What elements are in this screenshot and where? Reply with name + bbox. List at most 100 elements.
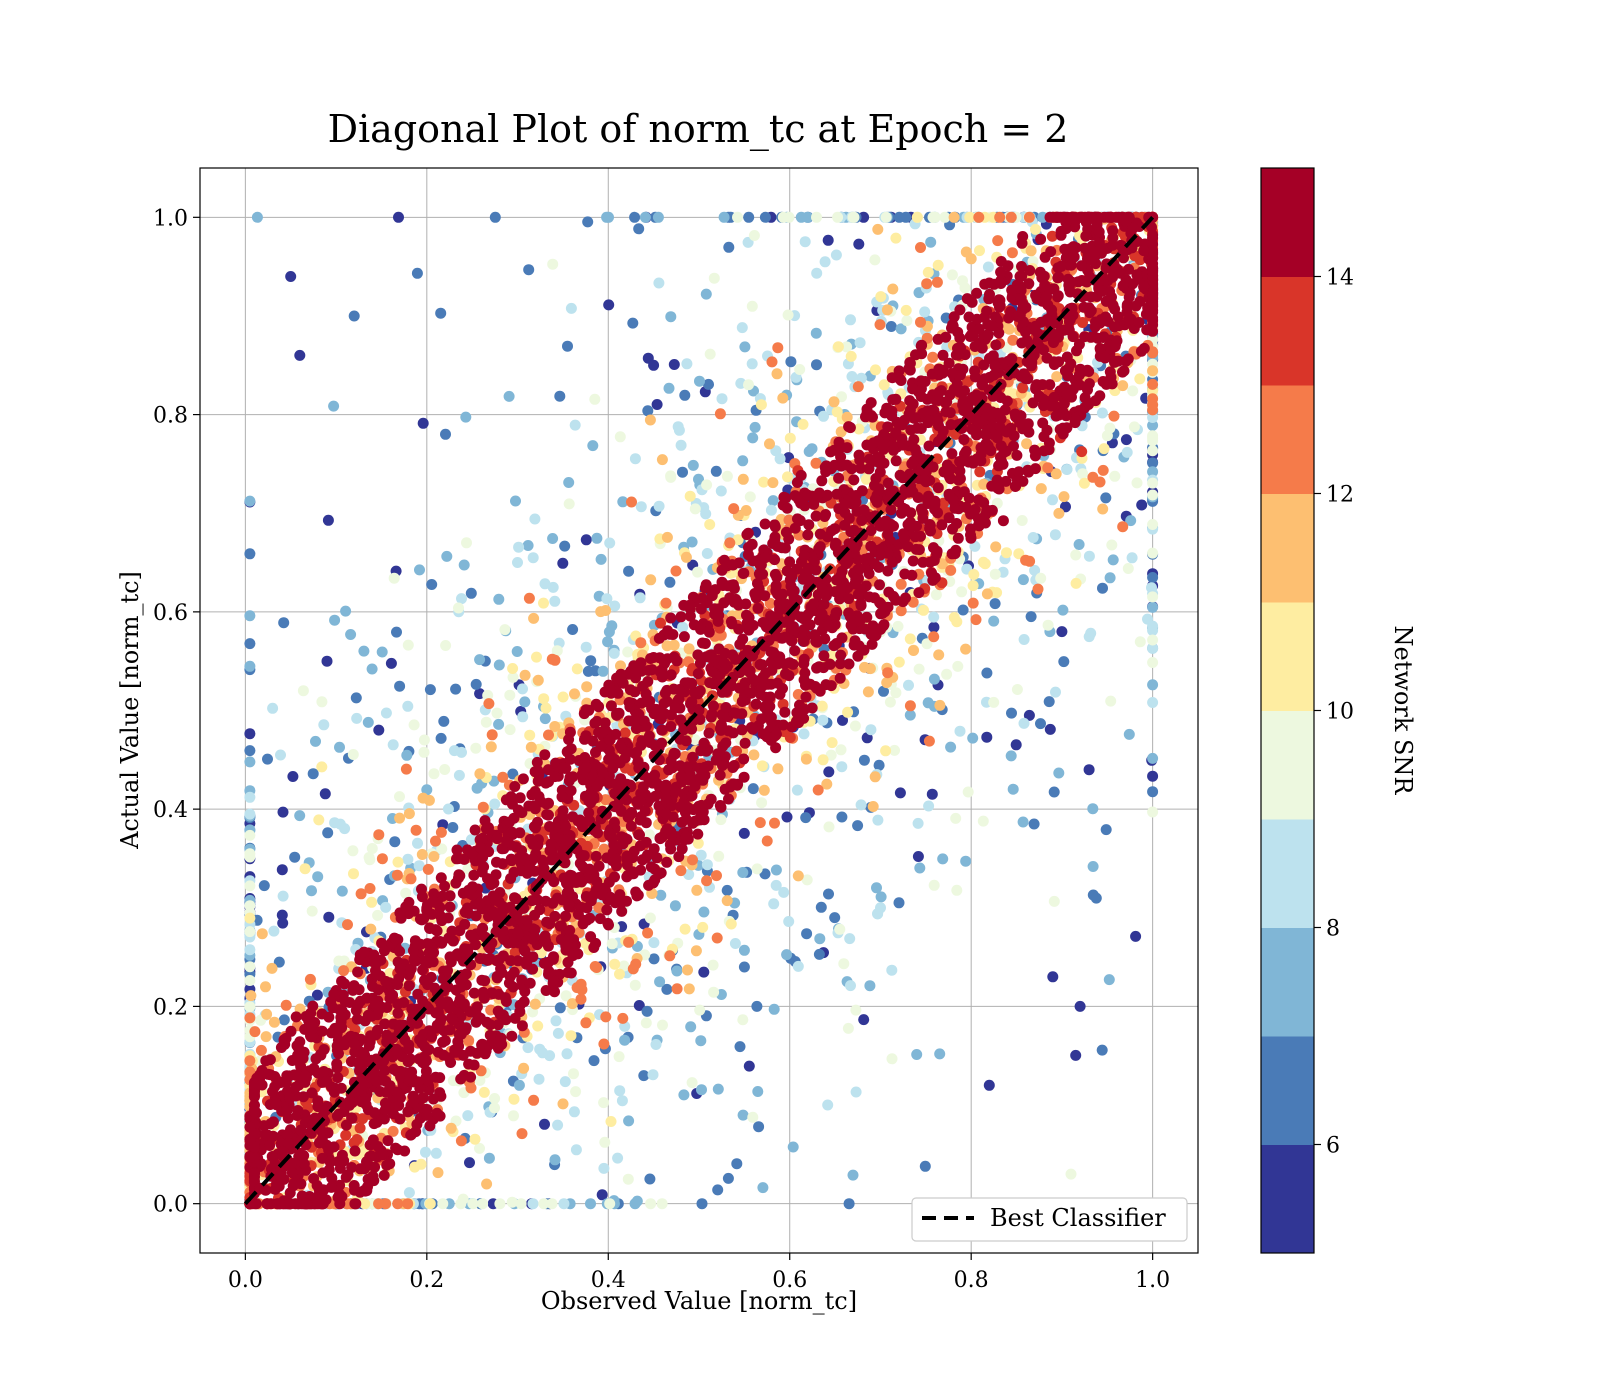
- data-point: [244, 926, 256, 938]
- data-point: [402, 639, 414, 651]
- data-point: [867, 801, 879, 812]
- data-point: [862, 686, 874, 698]
- data-point: [932, 259, 944, 271]
- data-point: [1147, 679, 1159, 691]
- data-point: [1046, 230, 1058, 242]
- data-point: [328, 400, 340, 412]
- data-point: [1147, 445, 1159, 457]
- data-point: [901, 315, 913, 327]
- data-point: [1027, 532, 1039, 543]
- data-point: [329, 817, 341, 829]
- data-point: [629, 979, 641, 991]
- data-point: [529, 998, 541, 1010]
- data-point: [899, 568, 911, 580]
- data-point: [391, 869, 403, 881]
- data-point: [1025, 245, 1037, 257]
- data-point: [817, 754, 829, 766]
- data-point: [781, 949, 793, 961]
- data-point: [1087, 861, 1099, 872]
- data-point: [858, 754, 870, 766]
- data-point: [503, 390, 515, 402]
- data-point: [640, 1017, 652, 1029]
- data-point: [826, 737, 838, 749]
- data-point: [711, 932, 723, 944]
- data-point: [615, 660, 626, 672]
- data-point: [618, 960, 630, 972]
- data-point: [850, 1086, 862, 1098]
- data-point: [767, 495, 779, 507]
- data-point: [650, 1039, 662, 1050]
- data-point: [364, 883, 376, 894]
- data-point: [531, 756, 543, 768]
- data-point: [989, 598, 1001, 610]
- data-point: [701, 479, 713, 491]
- data-point: [761, 835, 773, 847]
- data-point: [366, 663, 378, 675]
- data-point: [706, 590, 718, 602]
- data-point: [934, 1048, 946, 1060]
- data-point: [1076, 446, 1088, 458]
- data-point: [864, 980, 876, 992]
- data-point: [458, 559, 470, 571]
- data-point: [698, 906, 710, 918]
- data-point: [945, 564, 957, 576]
- data-point: [764, 438, 775, 450]
- data-point: [280, 999, 292, 1011]
- data-point: [677, 466, 688, 478]
- data-point: [340, 605, 352, 617]
- data-point: [642, 927, 654, 939]
- data-point: [517, 711, 529, 723]
- data-point: [711, 870, 722, 882]
- data-point: [350, 692, 362, 704]
- data-point: [652, 211, 664, 223]
- data-point: [665, 470, 677, 482]
- data-point: [695, 1035, 707, 1047]
- data-point: [440, 428, 451, 440]
- data-point: [912, 851, 924, 862]
- chart-title: Diagonal Plot of norm_tc at Epoch = 2: [328, 107, 1069, 152]
- data-point: [981, 667, 993, 679]
- data-point: [477, 801, 489, 813]
- data-point: [266, 962, 278, 974]
- data-point: [278, 1014, 290, 1026]
- data-point: [740, 505, 752, 516]
- data-point: [426, 579, 438, 590]
- data-point: [1077, 468, 1089, 480]
- data-point: [725, 918, 737, 930]
- data-point: [890, 232, 902, 244]
- data-point: [322, 514, 334, 526]
- data-point: [575, 978, 587, 990]
- data-point: [1087, 471, 1099, 483]
- data-point: [412, 837, 423, 849]
- data-point: [957, 604, 969, 616]
- data-point: [547, 581, 559, 593]
- data-point: [385, 657, 397, 669]
- data-point: [616, 1095, 628, 1107]
- data-point: [483, 1152, 495, 1164]
- data-point: [721, 470, 733, 482]
- data-point: [543, 729, 554, 741]
- data-point: [304, 973, 316, 985]
- data-point: [915, 242, 926, 253]
- data-point: [294, 349, 306, 361]
- data-point: [513, 541, 525, 553]
- data-point: [699, 638, 711, 649]
- data-point: [919, 1160, 931, 1172]
- data-point: [794, 364, 806, 375]
- data-point: [598, 843, 610, 855]
- data-point: [366, 843, 378, 854]
- data-point: [981, 588, 993, 600]
- data-point: [493, 593, 505, 605]
- data-point: [251, 211, 263, 223]
- data-point: [614, 1085, 626, 1097]
- data-point: [558, 1198, 570, 1210]
- data-point: [782, 471, 793, 483]
- data-point: [810, 457, 822, 469]
- data-point: [1109, 470, 1121, 482]
- data-point: [701, 548, 713, 559]
- data-point: [297, 685, 309, 697]
- data-point: [1044, 723, 1056, 735]
- data-point: [510, 495, 521, 507]
- data-point: [245, 990, 257, 1002]
- data-point: [267, 1086, 278, 1098]
